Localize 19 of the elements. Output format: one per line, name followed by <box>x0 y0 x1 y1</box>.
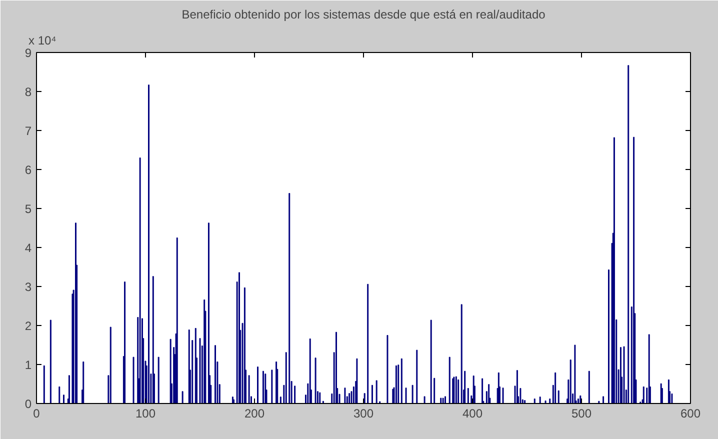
y-tick-label: 7 <box>24 124 32 138</box>
x-tick-label: 300 <box>353 406 374 420</box>
y-tick-label: 0 <box>24 397 32 411</box>
x-tick-label: 200 <box>244 406 265 420</box>
chart-title: Beneficio obtenido por los sistemas desde que está en real/auditado <box>182 8 546 22</box>
x-tick-label: 600 <box>680 406 701 420</box>
x-tick-label: 100 <box>135 406 156 420</box>
y-tick-label: 4 <box>24 241 32 255</box>
x-tick-label: 500 <box>571 406 592 420</box>
y-tick-label: 9 <box>24 46 32 60</box>
x-tick-label: 0 <box>33 406 40 420</box>
y-tick-label: 3 <box>24 280 32 294</box>
text: x 10⁴ <box>28 34 56 48</box>
y-tick-label: 6 <box>24 163 32 177</box>
y-tick-label: 5 <box>24 202 32 216</box>
x-tick-label: 400 <box>462 406 483 420</box>
y-tick-label: 1 <box>24 358 32 372</box>
y-tick-label: 8 <box>24 85 32 99</box>
y-tick-label: 2 <box>24 319 32 333</box>
